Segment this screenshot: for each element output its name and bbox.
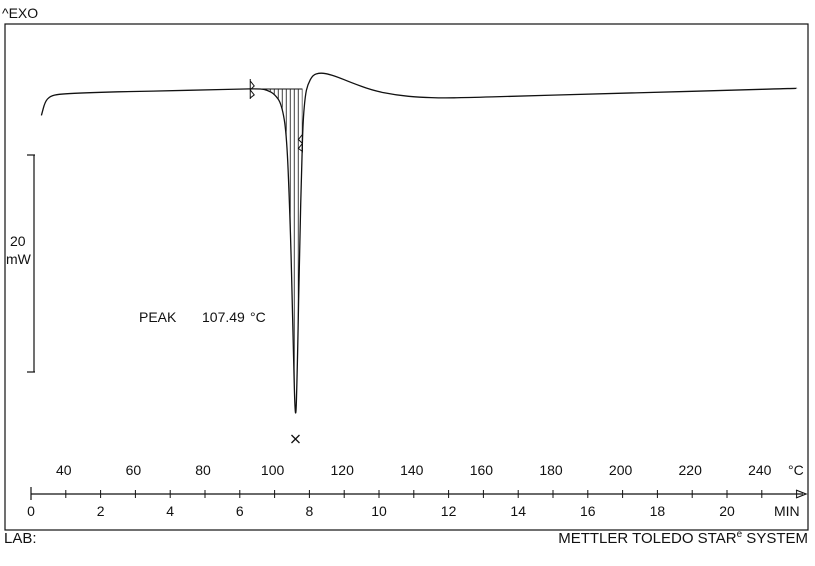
time-tick-label: 10 — [371, 503, 387, 519]
dsc-curve — [40, 72, 798, 414]
temp-tick-label: 220 — [679, 462, 703, 478]
temp-tick-label: 140 — [400, 462, 424, 478]
temp-tick-label: 60 — [126, 462, 142, 478]
peak-x-marker — [291, 434, 300, 444]
temp-tick-label: 200 — [609, 462, 633, 478]
temp-tick-label: 160 — [470, 462, 494, 478]
time-unit-label: MIN — [774, 503, 800, 519]
scale-bar-value: 20 — [10, 233, 26, 249]
temp-tick-label: 40 — [56, 462, 72, 478]
integration-limit-markers — [249, 78, 304, 153]
time-tick-label: 20 — [719, 503, 735, 519]
temp-tick-label: 80 — [195, 462, 211, 478]
system-main: METTLER TOLEDO STAR — [558, 530, 737, 547]
peak-label: PEAK — [139, 309, 177, 325]
x-axis — [30, 487, 808, 500]
scale-bar-unit: mW — [6, 251, 32, 267]
temp-tick-label: 180 — [539, 462, 563, 478]
plot-frame — [4, 23, 809, 531]
temp-unit-label: °C — [788, 462, 804, 478]
peak-unit: °C — [250, 309, 266, 325]
peak-value: 107.49 — [202, 309, 245, 325]
time-tick-label: 12 — [441, 503, 457, 519]
limit-marker-right — [297, 132, 304, 153]
axis-arrow — [795, 489, 808, 499]
time-tick-label: 6 — [236, 503, 244, 519]
temp-tick-label: 100 — [261, 462, 285, 478]
system-label: METTLER TOLEDO STARe SYSTEM — [558, 529, 808, 547]
time-tick-label: 16 — [580, 503, 596, 519]
time-tick-label: 2 — [97, 503, 105, 519]
time-tick-label: 8 — [306, 503, 314, 519]
system-sup: e — [737, 529, 743, 540]
limit-marker-left — [249, 78, 255, 99]
exo-label: ^EXO — [2, 5, 38, 21]
peak-marker — [291, 434, 300, 444]
scale-bar: 20 mW — [6, 154, 35, 373]
lab-label: LAB: — [4, 530, 37, 547]
system-end: SYSTEM — [742, 530, 808, 547]
time-tick-label: 14 — [510, 503, 526, 519]
temp-tick-label: 120 — [331, 462, 355, 478]
temp-tick-label: 240 — [748, 462, 772, 478]
time-tick-label: 4 — [166, 503, 174, 519]
time-tick-label: 0 — [27, 503, 35, 519]
time-tick-label: 18 — [650, 503, 666, 519]
